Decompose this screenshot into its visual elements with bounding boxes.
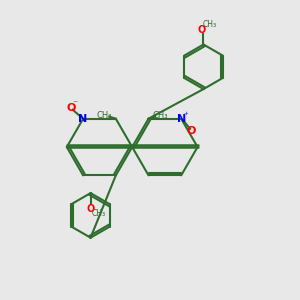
Text: CH₃: CH₃ [92,208,106,217]
Text: O: O [67,103,76,113]
Text: O: O [86,204,95,214]
Text: O: O [187,126,196,136]
Text: N: N [79,114,88,124]
Text: CH₃: CH₃ [203,20,217,29]
Text: ⁻: ⁻ [72,100,77,110]
Text: CH₃: CH₃ [97,111,112,120]
Text: O: O [198,25,206,34]
Text: ⁺: ⁺ [183,111,188,120]
Text: CH₃: CH₃ [152,111,168,120]
Text: N: N [177,114,186,124]
